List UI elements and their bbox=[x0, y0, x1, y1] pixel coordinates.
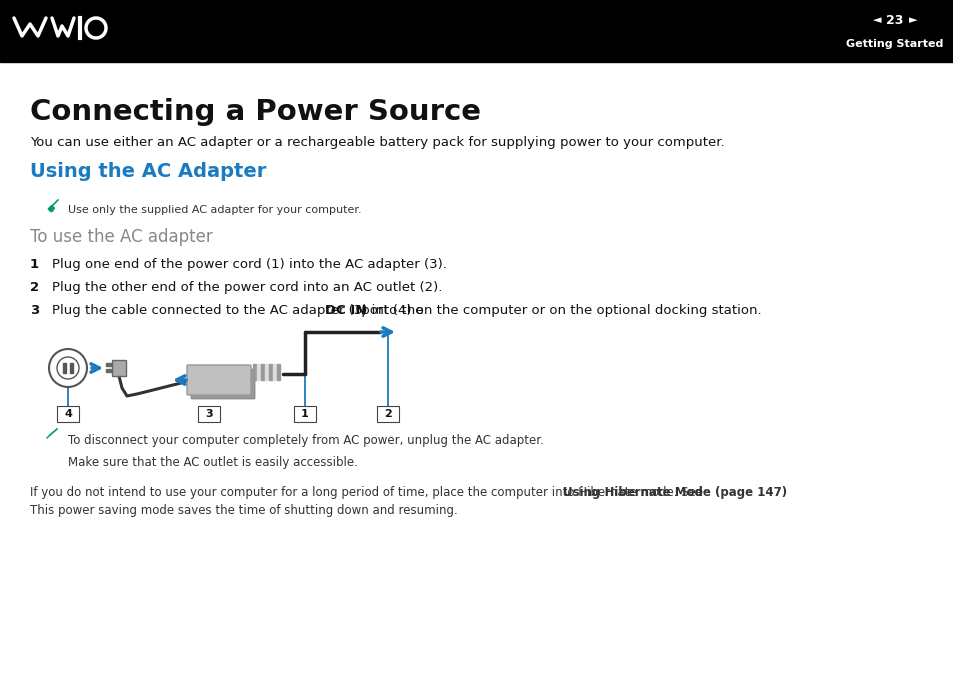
Text: 3: 3 bbox=[205, 409, 213, 419]
Text: Using the AC Adapter: Using the AC Adapter bbox=[30, 162, 266, 181]
Text: 2: 2 bbox=[30, 281, 39, 294]
Bar bbox=[57, 406, 79, 422]
Bar bbox=[70, 363, 73, 373]
Text: ►: ► bbox=[908, 15, 916, 25]
Text: Make sure that the AC outlet is easily accessible.: Make sure that the AC outlet is easily a… bbox=[68, 456, 357, 469]
Text: Using Hibernate Mode (page 147): Using Hibernate Mode (page 147) bbox=[562, 486, 786, 499]
Text: Plug one end of the power cord (1) into the AC adapter (3).: Plug one end of the power cord (1) into … bbox=[52, 258, 446, 271]
Text: Connecting a Power Source: Connecting a Power Source bbox=[30, 98, 480, 126]
Bar bbox=[376, 406, 398, 422]
Text: Getting Started: Getting Started bbox=[845, 39, 943, 49]
Text: Plug the cable connected to the AC adapter (3) into the: Plug the cable connected to the AC adapt… bbox=[52, 304, 427, 317]
Text: port (4) on the computer or on the optional docking station.: port (4) on the computer or on the optio… bbox=[356, 304, 760, 317]
Text: 23: 23 bbox=[885, 13, 902, 26]
Bar bbox=[48, 206, 54, 212]
Bar bbox=[106, 369, 112, 372]
Text: You can use either an AC adapter or a rechargeable battery pack for supplying po: You can use either an AC adapter or a re… bbox=[30, 136, 724, 149]
Text: ◄: ◄ bbox=[872, 15, 881, 25]
Text: To disconnect your computer completely from AC power, unplug the AC adapter.: To disconnect your computer completely f… bbox=[68, 434, 543, 447]
Bar bbox=[106, 363, 112, 366]
Circle shape bbox=[86, 18, 106, 38]
Bar bbox=[276, 364, 280, 380]
Bar bbox=[261, 364, 264, 380]
Text: This power saving mode saves the time of shutting down and resuming.: This power saving mode saves the time of… bbox=[30, 504, 457, 517]
Text: 4: 4 bbox=[64, 409, 71, 419]
Text: Plug the other end of the power cord into an AC outlet (2).: Plug the other end of the power cord int… bbox=[52, 281, 442, 294]
Text: To use the AC adapter: To use the AC adapter bbox=[30, 228, 213, 246]
Bar bbox=[253, 364, 255, 380]
Bar bbox=[198, 406, 220, 422]
Bar bbox=[269, 364, 272, 380]
Text: If you do not intend to use your computer for a long period of time, place the c: If you do not intend to use your compute… bbox=[30, 486, 706, 499]
Bar bbox=[0, 0, 953, 62]
Text: 1: 1 bbox=[30, 258, 39, 271]
Bar bbox=[265, 364, 268, 380]
Text: 2: 2 bbox=[384, 409, 392, 419]
FancyBboxPatch shape bbox=[191, 369, 254, 399]
Text: Use only the supplied AC adapter for your computer.: Use only the supplied AC adapter for you… bbox=[68, 205, 361, 215]
FancyBboxPatch shape bbox=[187, 365, 251, 395]
Bar bbox=[63, 363, 66, 373]
Bar bbox=[256, 364, 260, 380]
Bar bbox=[112, 360, 126, 376]
Bar bbox=[273, 364, 275, 380]
Circle shape bbox=[49, 349, 87, 387]
Circle shape bbox=[57, 357, 79, 379]
Text: 3: 3 bbox=[30, 304, 39, 317]
Bar bbox=[294, 406, 315, 422]
Text: 1: 1 bbox=[301, 409, 309, 419]
Text: DC IN: DC IN bbox=[325, 304, 366, 317]
